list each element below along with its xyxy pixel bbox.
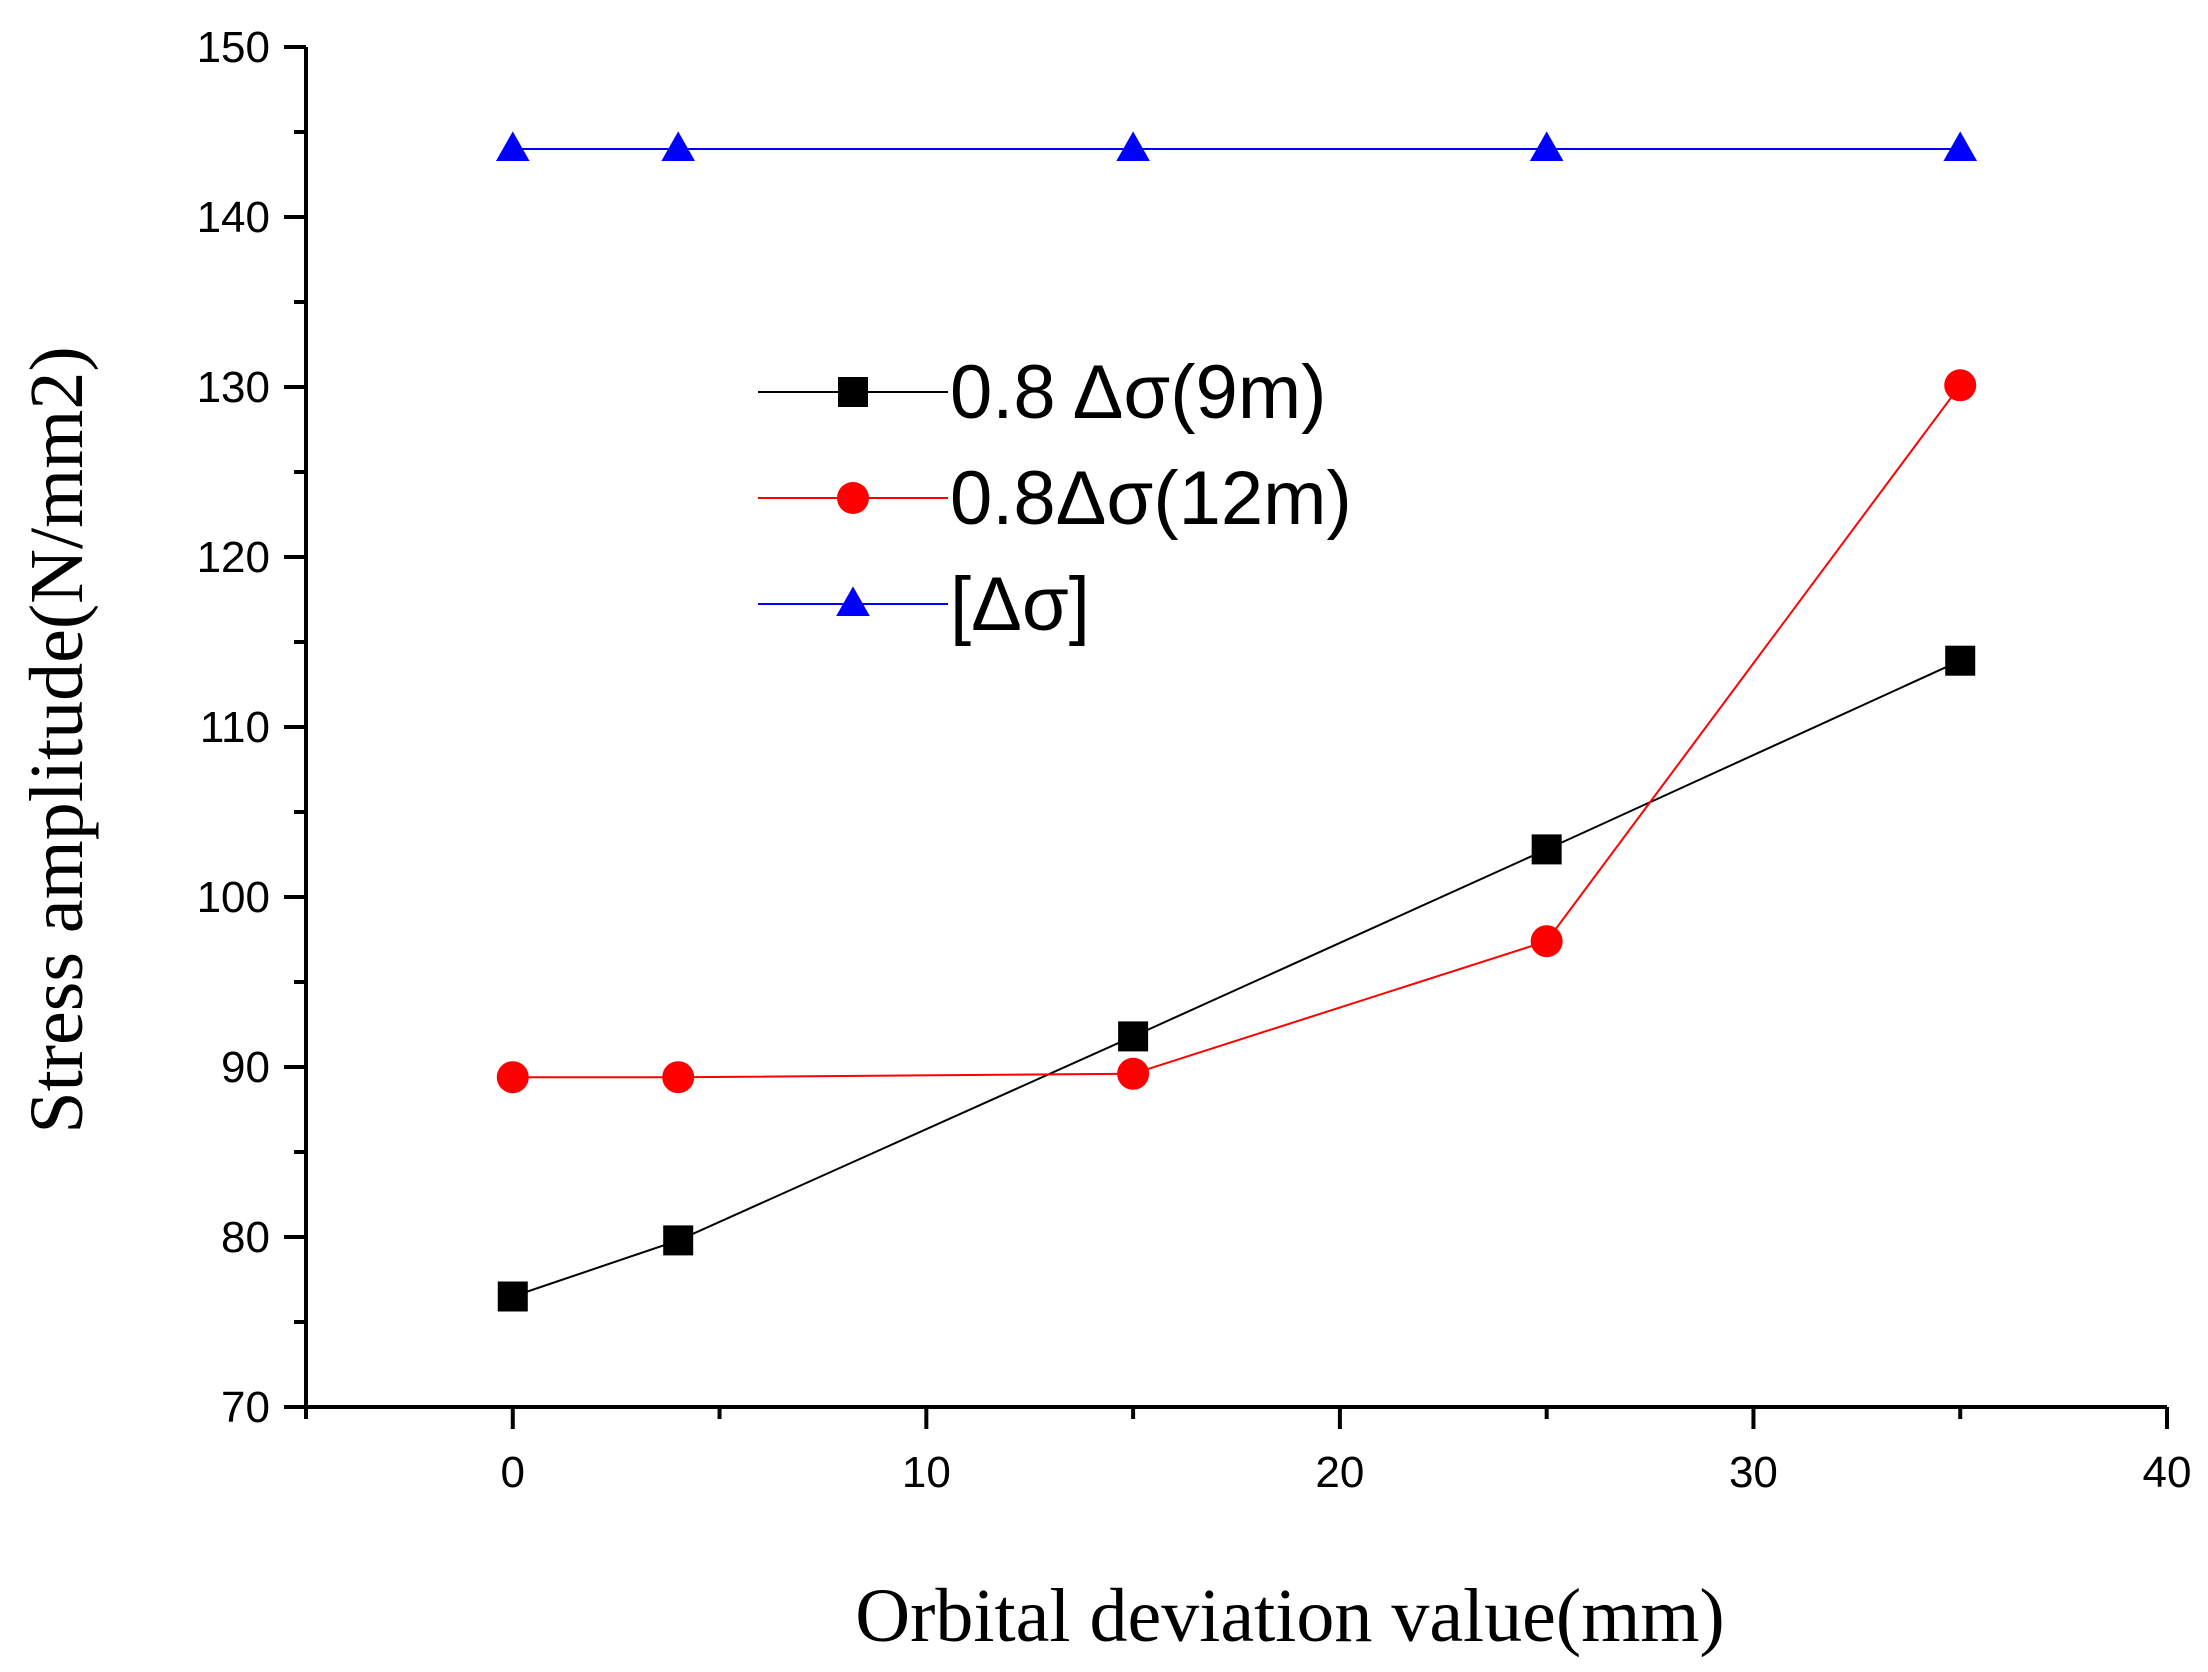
series-1 xyxy=(497,645,1976,1312)
y-tick-label: 140 xyxy=(197,193,270,242)
y-tick-label: 90 xyxy=(221,1043,270,1092)
y-tick-label: 80 xyxy=(221,1213,270,1262)
y-tick-label: 130 xyxy=(197,363,270,412)
data-point xyxy=(1943,131,1978,161)
data-point xyxy=(497,1281,528,1312)
legend-label: 0.8Δσ(12m) xyxy=(950,456,1352,541)
x-tick-label: 10 xyxy=(902,1448,951,1497)
x-ticks: 0 10 20 30 40 xyxy=(304,1407,2192,1497)
legend-marker xyxy=(838,377,868,407)
x-tick-label: 30 xyxy=(1729,1448,1778,1497)
y-tick-label: 110 xyxy=(200,703,270,752)
legend-label: 0.8 Δσ(9m) xyxy=(950,350,1326,435)
y-ticks: 70 80 90 100 110 120 130 140 150 xyxy=(197,23,306,1432)
data-point xyxy=(1117,1057,1150,1090)
legend-marker xyxy=(836,586,870,616)
legend: 0.8 Δσ(9m) 0.8Δσ(12m) [Δσ] xyxy=(758,350,1352,647)
data-point xyxy=(663,1225,694,1256)
y-tick-label: 70 xyxy=(221,1383,270,1432)
series-2 xyxy=(496,369,1977,1094)
data-point xyxy=(1116,131,1150,161)
data-point xyxy=(1944,369,1977,402)
series-layer xyxy=(495,131,1978,1312)
data-point xyxy=(661,131,695,161)
data-point xyxy=(495,131,530,161)
y-tick-label: 120 xyxy=(197,533,270,582)
legend-entry: 0.8Δσ(12m) xyxy=(758,456,1352,541)
x-tick-label: 0 xyxy=(501,1448,525,1497)
x-tick-label: 20 xyxy=(1315,1448,1364,1497)
x-axis-title: Orbital deviation value(mm) xyxy=(855,1574,1725,1658)
series-3 xyxy=(495,131,1978,161)
legend-entry: 0.8 Δσ(9m) xyxy=(758,350,1326,435)
x-tick-label: 40 xyxy=(2143,1448,2192,1497)
data-point xyxy=(1529,131,1564,161)
data-point xyxy=(1118,1021,1149,1052)
y-axis-title: Stress amplitude(N/mm2) xyxy=(15,346,99,1133)
data-point xyxy=(1531,834,1562,865)
data-point xyxy=(662,1061,695,1094)
legend-marker xyxy=(837,482,869,514)
data-point xyxy=(496,1061,529,1094)
data-point xyxy=(1945,645,1976,676)
y-tick-label: 150 xyxy=(197,23,270,72)
legend-entry: [Δσ] xyxy=(758,562,1090,647)
legend-label: [Δσ] xyxy=(950,562,1090,647)
y-tick-label: 100 xyxy=(197,873,270,922)
data-point xyxy=(1530,925,1563,958)
